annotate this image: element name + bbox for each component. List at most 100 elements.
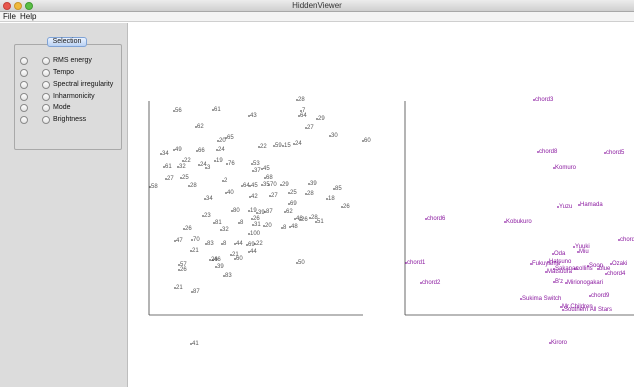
left-plot-point-label[interactable]: 58 bbox=[151, 184, 158, 190]
right-plot-point-label[interactable]: Mirionogakari bbox=[567, 280, 603, 286]
left-plot-point-label[interactable]: 68 bbox=[266, 175, 273, 181]
left-plot-point-label[interactable]: 18 bbox=[328, 196, 335, 202]
left-plot-point-label[interactable]: 22 bbox=[260, 144, 267, 150]
close-window-button[interactable] bbox=[3, 2, 11, 10]
left-plot-point-label[interactable]: 49 bbox=[175, 147, 182, 153]
left-plot-point-label[interactable]: 42 bbox=[251, 194, 258, 200]
left-plot-point-label[interactable]: 25 bbox=[182, 175, 189, 181]
menu-file[interactable]: File bbox=[3, 12, 16, 21]
radio-button[interactable] bbox=[42, 69, 50, 77]
left-plot-point-label[interactable]: 69 bbox=[248, 242, 255, 248]
left-plot-point-label[interactable]: 32 bbox=[222, 227, 229, 233]
right-plot-point-label[interactable]: Soon bbox=[589, 263, 603, 269]
left-plot-point-label[interactable]: 44 bbox=[250, 249, 257, 255]
right-plot-point-label[interactable]: chord6 bbox=[427, 216, 446, 222]
right-plot-point-label[interactable]: Miu bbox=[579, 249, 589, 255]
right-plot-point-label[interactable]: Hamada bbox=[580, 202, 603, 208]
radio-button[interactable] bbox=[42, 57, 50, 65]
left-plot-point-label[interactable]: 39 bbox=[258, 210, 265, 216]
left-plot-point-label[interactable]: 81 bbox=[215, 220, 222, 226]
left-plot-point-label[interactable]: 39 bbox=[217, 264, 224, 270]
right-plot-point-label[interactable]: Oda bbox=[554, 251, 566, 257]
left-plot-point-label[interactable]: 34 bbox=[206, 196, 213, 202]
right-plot-point-label[interactable]: chord3 bbox=[535, 97, 554, 103]
radio-button[interactable] bbox=[42, 104, 50, 112]
left-plot-point-label[interactable]: 64 bbox=[300, 113, 307, 119]
radio-button[interactable] bbox=[20, 93, 28, 101]
right-plot-point-label[interactable]: Sakanas bbox=[555, 266, 578, 272]
left-plot-point-label[interactable]: 22 bbox=[184, 158, 191, 164]
left-plot-point-label[interactable]: 27 bbox=[271, 193, 278, 199]
left-plot-point-label[interactable]: 26 bbox=[185, 226, 192, 232]
radio-button[interactable] bbox=[20, 69, 28, 77]
left-plot-point-label[interactable]: 20 bbox=[265, 223, 272, 229]
left-plot-point-label[interactable]: 35 bbox=[263, 182, 270, 188]
left-plot-point-label[interactable]: 3 bbox=[207, 165, 211, 171]
right-plot-point-label[interactable]: B'z bbox=[555, 279, 563, 285]
left-plot-point-label[interactable]: 57 bbox=[180, 262, 187, 268]
minimize-window-button[interactable] bbox=[14, 2, 22, 10]
left-plot-point-label[interactable]: 21 bbox=[192, 248, 199, 254]
right-plot-point-label[interactable]: chord bbox=[620, 237, 634, 243]
left-plot-point-label[interactable]: 46 bbox=[296, 216, 303, 222]
right-plot-point-label[interactable]: Hatsuno bbox=[549, 259, 572, 265]
right-plot-point-label[interactable]: chord8 bbox=[539, 149, 558, 155]
radio-button[interactable] bbox=[42, 116, 50, 124]
left-plot-point-label[interactable]: 69 bbox=[290, 201, 297, 207]
left-plot-point-label[interactable]: 28 bbox=[307, 191, 314, 197]
right-plot-point-label[interactable]: chord4 bbox=[607, 271, 626, 277]
left-plot-point-label[interactable]: 27 bbox=[167, 176, 174, 182]
right-plot-point-label[interactable]: Kiroro bbox=[551, 340, 568, 346]
left-plot-point-label[interactable]: 29 bbox=[282, 182, 289, 188]
left-plot-point-label[interactable]: 8 bbox=[223, 241, 227, 247]
left-plot-point-label[interactable]: 30 bbox=[331, 133, 338, 139]
left-plot-point-label[interactable]: 87 bbox=[266, 209, 273, 215]
radio-button[interactable] bbox=[42, 81, 50, 89]
left-plot-point-label[interactable]: 87 bbox=[193, 289, 200, 295]
left-plot-point-label[interactable]: 24 bbox=[218, 147, 225, 153]
left-plot-point-label[interactable]: 31 bbox=[254, 222, 261, 228]
left-plot-point-label[interactable]: 64 bbox=[243, 183, 250, 189]
right-plot-point-label[interactable]: Mr.Children bbox=[562, 304, 593, 310]
left-plot-point-label[interactable]: 60 bbox=[364, 138, 371, 144]
left-plot-point-label[interactable]: 51 bbox=[317, 219, 324, 225]
left-plot-point-label[interactable]: 100 bbox=[250, 231, 261, 237]
left-plot-point-label[interactable]: 62 bbox=[286, 209, 293, 215]
left-plot-point-label[interactable]: 26 bbox=[301, 217, 308, 223]
left-plot-point-label[interactable]: 60 bbox=[236, 256, 243, 262]
left-plot-point-label[interactable]: 39 bbox=[310, 181, 317, 187]
left-plot-point-label[interactable]: 48 bbox=[291, 224, 298, 230]
menu-help[interactable]: Help bbox=[20, 12, 37, 21]
right-plot-point-label[interactable]: Matsuura bbox=[547, 269, 573, 275]
left-plot-point-label[interactable]: 41 bbox=[192, 341, 199, 347]
left-plot-point-label[interactable]: 46 bbox=[214, 257, 221, 263]
left-plot-point-label[interactable]: 53 bbox=[253, 161, 260, 167]
left-plot-point-label[interactable]: 61 bbox=[214, 107, 221, 113]
left-plot-point-label[interactable]: 83 bbox=[207, 241, 214, 247]
left-plot-point-label[interactable]: 22 bbox=[256, 241, 263, 247]
right-plot-point-label[interactable]: Kobukuro bbox=[506, 219, 532, 225]
left-plot-point-label[interactable]: 43 bbox=[250, 113, 257, 119]
left-plot-point-label[interactable]: 29 bbox=[318, 116, 325, 122]
left-plot-point-label[interactable]: 40 bbox=[227, 190, 234, 196]
left-plot-point-label[interactable]: 26 bbox=[211, 257, 218, 263]
right-plot-point-label[interactable]: Yuuki bbox=[575, 244, 590, 250]
right-plot-point-label[interactable]: Southern All Stars bbox=[564, 307, 612, 313]
left-plot-point-label[interactable]: 7 bbox=[302, 108, 306, 114]
right-plot-point-label[interactable]: Fukuyama bbox=[532, 261, 561, 267]
left-plot-point-label[interactable]: 24 bbox=[200, 162, 207, 168]
left-plot-point-label[interactable]: 62 bbox=[197, 124, 204, 130]
right-plot-point-label[interactable]: Ozaki bbox=[612, 261, 627, 267]
left-plot-point-label[interactable]: 70 bbox=[270, 182, 277, 188]
left-plot-point-label[interactable]: 28 bbox=[311, 215, 318, 221]
left-plot-point-label[interactable]: 32 bbox=[179, 164, 186, 170]
left-plot-point-label[interactable]: 59 bbox=[275, 143, 282, 149]
left-plot-point-label[interactable]: 80 bbox=[233, 208, 240, 214]
left-plot-point-label[interactable]: 19 bbox=[250, 208, 257, 214]
left-plot-point-label[interactable]: 28 bbox=[190, 183, 197, 189]
left-plot-point-label[interactable]: 37 bbox=[254, 168, 261, 174]
left-plot-point-label[interactable]: 34 bbox=[162, 151, 169, 157]
left-plot-point-label[interactable]: 76 bbox=[228, 161, 235, 167]
right-plot-point-label[interactable]: chord2 bbox=[422, 280, 441, 286]
left-plot-point-label[interactable]: 66 bbox=[198, 148, 205, 154]
